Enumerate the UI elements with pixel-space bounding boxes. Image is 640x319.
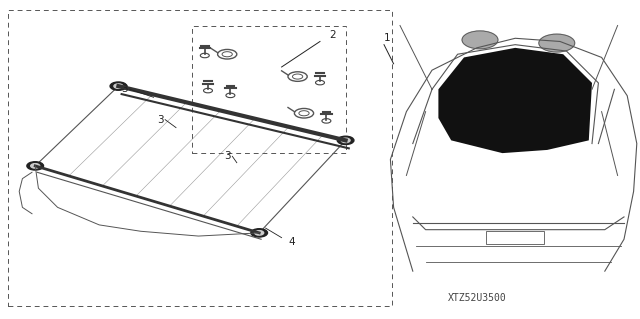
- Circle shape: [114, 84, 123, 88]
- Circle shape: [341, 138, 350, 143]
- Bar: [192, 26, 346, 153]
- Bar: [8, 10, 392, 306]
- Text: 3: 3: [224, 151, 230, 161]
- Circle shape: [462, 31, 498, 49]
- Circle shape: [337, 136, 354, 145]
- Text: 4: 4: [288, 237, 294, 248]
- Circle shape: [110, 82, 127, 90]
- Circle shape: [31, 164, 40, 168]
- Circle shape: [251, 229, 268, 237]
- Text: 3: 3: [122, 84, 128, 94]
- Polygon shape: [438, 48, 592, 153]
- Text: 3: 3: [157, 115, 163, 125]
- Text: XTZ52U3500: XTZ52U3500: [447, 293, 506, 303]
- Circle shape: [539, 34, 575, 52]
- Circle shape: [27, 162, 44, 170]
- Text: 2: 2: [330, 30, 336, 40]
- Bar: [486, 231, 544, 244]
- Text: 1: 1: [384, 33, 390, 43]
- Circle shape: [255, 231, 264, 235]
